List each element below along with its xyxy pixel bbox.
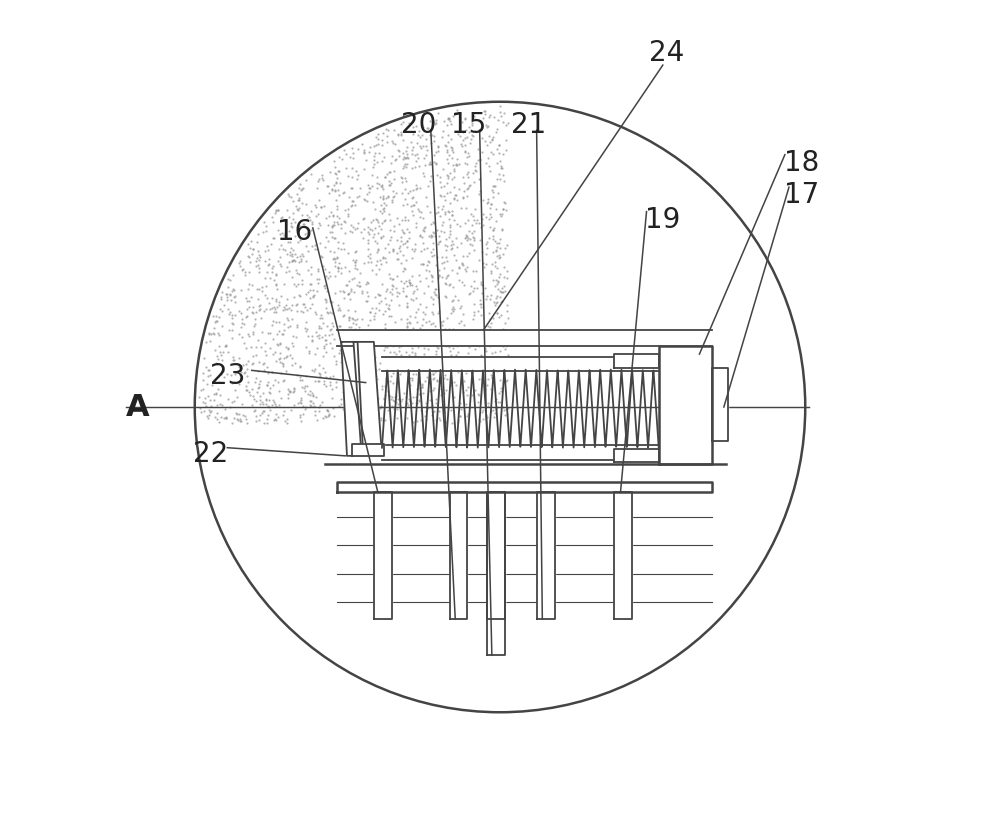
Text: 17: 17 — [784, 182, 819, 209]
Polygon shape — [337, 482, 712, 492]
Text: 21: 21 — [511, 111, 546, 138]
Polygon shape — [382, 445, 659, 460]
Polygon shape — [374, 492, 392, 619]
Text: 24: 24 — [649, 39, 684, 67]
Polygon shape — [341, 342, 363, 456]
Polygon shape — [487, 492, 505, 655]
Polygon shape — [614, 354, 659, 368]
Text: 19: 19 — [645, 206, 680, 234]
Polygon shape — [614, 449, 659, 462]
Text: 15: 15 — [451, 111, 487, 138]
Polygon shape — [353, 342, 382, 456]
Polygon shape — [487, 492, 505, 619]
Polygon shape — [537, 492, 555, 619]
Polygon shape — [450, 492, 467, 619]
Text: A: A — [126, 392, 150, 422]
Polygon shape — [659, 346, 712, 464]
Text: 20: 20 — [401, 111, 436, 138]
Polygon shape — [712, 368, 728, 441]
Text: 22: 22 — [193, 440, 229, 468]
Text: 16: 16 — [277, 218, 312, 246]
Polygon shape — [337, 330, 712, 346]
Polygon shape — [352, 444, 384, 456]
Polygon shape — [382, 357, 659, 371]
Text: 23: 23 — [210, 362, 245, 390]
Polygon shape — [614, 492, 632, 619]
Text: 18: 18 — [784, 149, 819, 177]
